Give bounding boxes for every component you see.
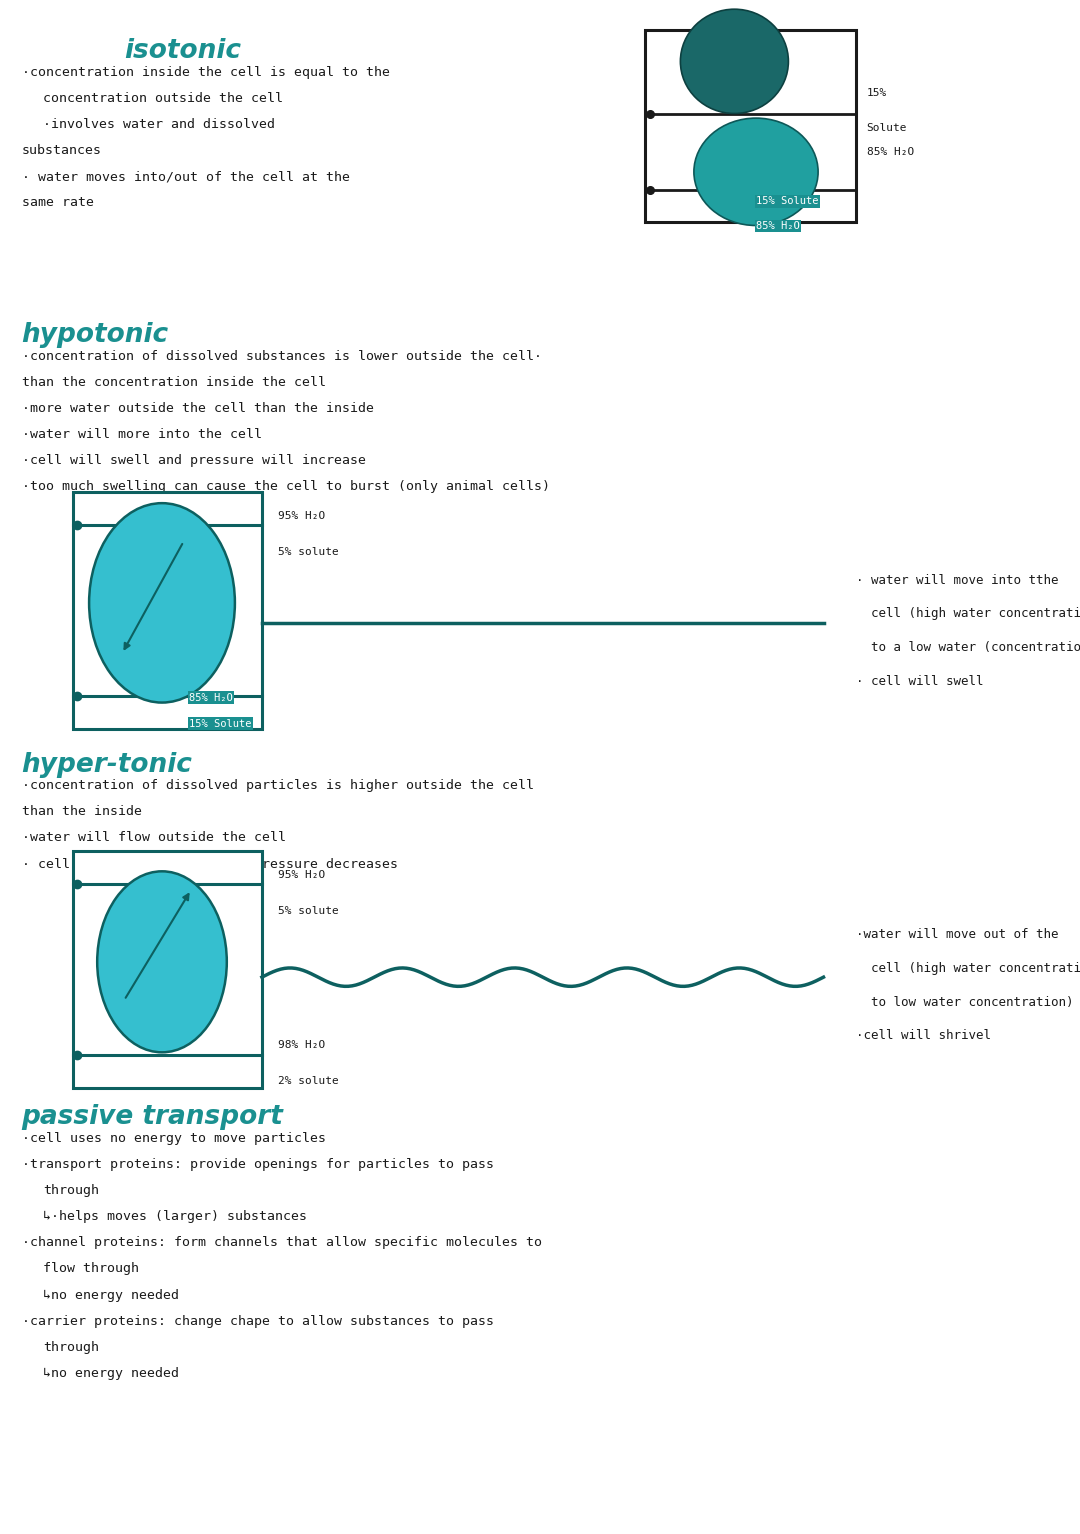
Text: to low water concentration): to low water concentration)	[855, 996, 1074, 1008]
Text: ·water will more into the cell: ·water will more into the cell	[22, 428, 261, 440]
Text: ·cell will swell and pressure will increase: ·cell will swell and pressure will incre…	[22, 454, 366, 466]
Text: 85% H₂O: 85% H₂O	[867, 147, 914, 158]
Text: through: through	[43, 1341, 99, 1353]
Ellipse shape	[693, 118, 819, 225]
Text: ·transport proteins: provide openings for particles to pass: ·transport proteins: provide openings fo…	[22, 1158, 494, 1170]
Text: 5% solute: 5% solute	[279, 905, 339, 916]
Ellipse shape	[89, 503, 235, 703]
Text: ·carrier proteins: change chape to allow substances to pass: ·carrier proteins: change chape to allow…	[22, 1315, 494, 1327]
Text: · cell will chrivel and cell pressure decreases: · cell will chrivel and cell pressure de…	[22, 858, 397, 870]
Text: 15% Solute: 15% Solute	[189, 718, 252, 729]
Text: passive transport: passive transport	[22, 1104, 283, 1131]
Text: ↳no energy needed: ↳no energy needed	[43, 1289, 179, 1301]
Text: ·water will move out of the: ·water will move out of the	[855, 928, 1058, 940]
Text: than the inside: than the inside	[22, 805, 141, 818]
Text: ·concentration inside the cell is equal to the: ·concentration inside the cell is equal …	[22, 66, 390, 78]
Text: same rate: same rate	[22, 196, 94, 209]
Text: through: through	[43, 1184, 99, 1197]
Text: 15%: 15%	[867, 87, 887, 98]
Text: ·channel proteins: form channels that allow specific molecules to: ·channel proteins: form channels that al…	[22, 1236, 541, 1249]
Text: cell (high water concentratio: cell (high water concentratio	[855, 607, 1080, 620]
Text: 15% Solute: 15% Solute	[756, 196, 819, 207]
Text: ·cell will shrivel: ·cell will shrivel	[855, 1029, 991, 1042]
Ellipse shape	[680, 9, 788, 114]
Bar	[646, 31, 856, 222]
Text: ↳·helps moves (larger) substances: ↳·helps moves (larger) substances	[43, 1210, 307, 1223]
Bar	[73, 491, 261, 730]
Text: 85% H₂O: 85% H₂O	[189, 693, 233, 703]
Text: ·too much swelling can cause the cell to burst (only animal cells): ·too much swelling can cause the cell to…	[22, 480, 550, 492]
Text: 95% H₂O: 95% H₂O	[279, 511, 325, 522]
Text: ·more water outside the cell than the inside: ·more water outside the cell than the in…	[22, 402, 374, 414]
Text: concentration outside the cell: concentration outside the cell	[43, 92, 283, 104]
Text: · cell will swell: · cell will swell	[855, 675, 984, 687]
Text: to a low water (concentration: to a low water (concentration	[855, 641, 1080, 653]
Text: 95% H₂O: 95% H₂O	[279, 870, 325, 881]
Text: cell (high water concentration: cell (high water concentration	[855, 962, 1080, 974]
Text: · water will move into tthe: · water will move into tthe	[855, 574, 1058, 586]
Text: · water moves into/out of the cell at the: · water moves into/out of the cell at th…	[22, 170, 350, 183]
Text: Solute: Solute	[867, 123, 907, 133]
Text: hypotonic: hypotonic	[22, 322, 168, 348]
Text: 2% solute: 2% solute	[279, 1077, 339, 1086]
Ellipse shape	[97, 871, 227, 1052]
Text: hyper-tonic: hyper-tonic	[22, 752, 192, 778]
Text: substances: substances	[22, 144, 102, 156]
Bar	[73, 850, 261, 1089]
Text: 5% solute: 5% solute	[279, 548, 339, 557]
Text: 85% H₂O: 85% H₂O	[756, 221, 800, 232]
Text: ·concentration of dissolved substances is lower outside the cell·: ·concentration of dissolved substances i…	[22, 350, 541, 362]
Text: ·concentration of dissolved particles is higher outside the cell: ·concentration of dissolved particles is…	[22, 779, 534, 792]
Text: ·involves water and dissolved: ·involves water and dissolved	[43, 118, 275, 130]
Text: flow through: flow through	[43, 1262, 139, 1275]
Text: ↳no energy needed: ↳no energy needed	[43, 1367, 179, 1379]
Text: than the concentration inside the cell: than the concentration inside the cell	[22, 376, 325, 388]
Text: isotonic: isotonic	[124, 38, 241, 64]
Text: ·cell uses no energy to move particles: ·cell uses no energy to move particles	[22, 1132, 325, 1144]
Text: ·water will flow outside the cell: ·water will flow outside the cell	[22, 831, 285, 844]
Text: 98% H₂O: 98% H₂O	[279, 1040, 325, 1049]
